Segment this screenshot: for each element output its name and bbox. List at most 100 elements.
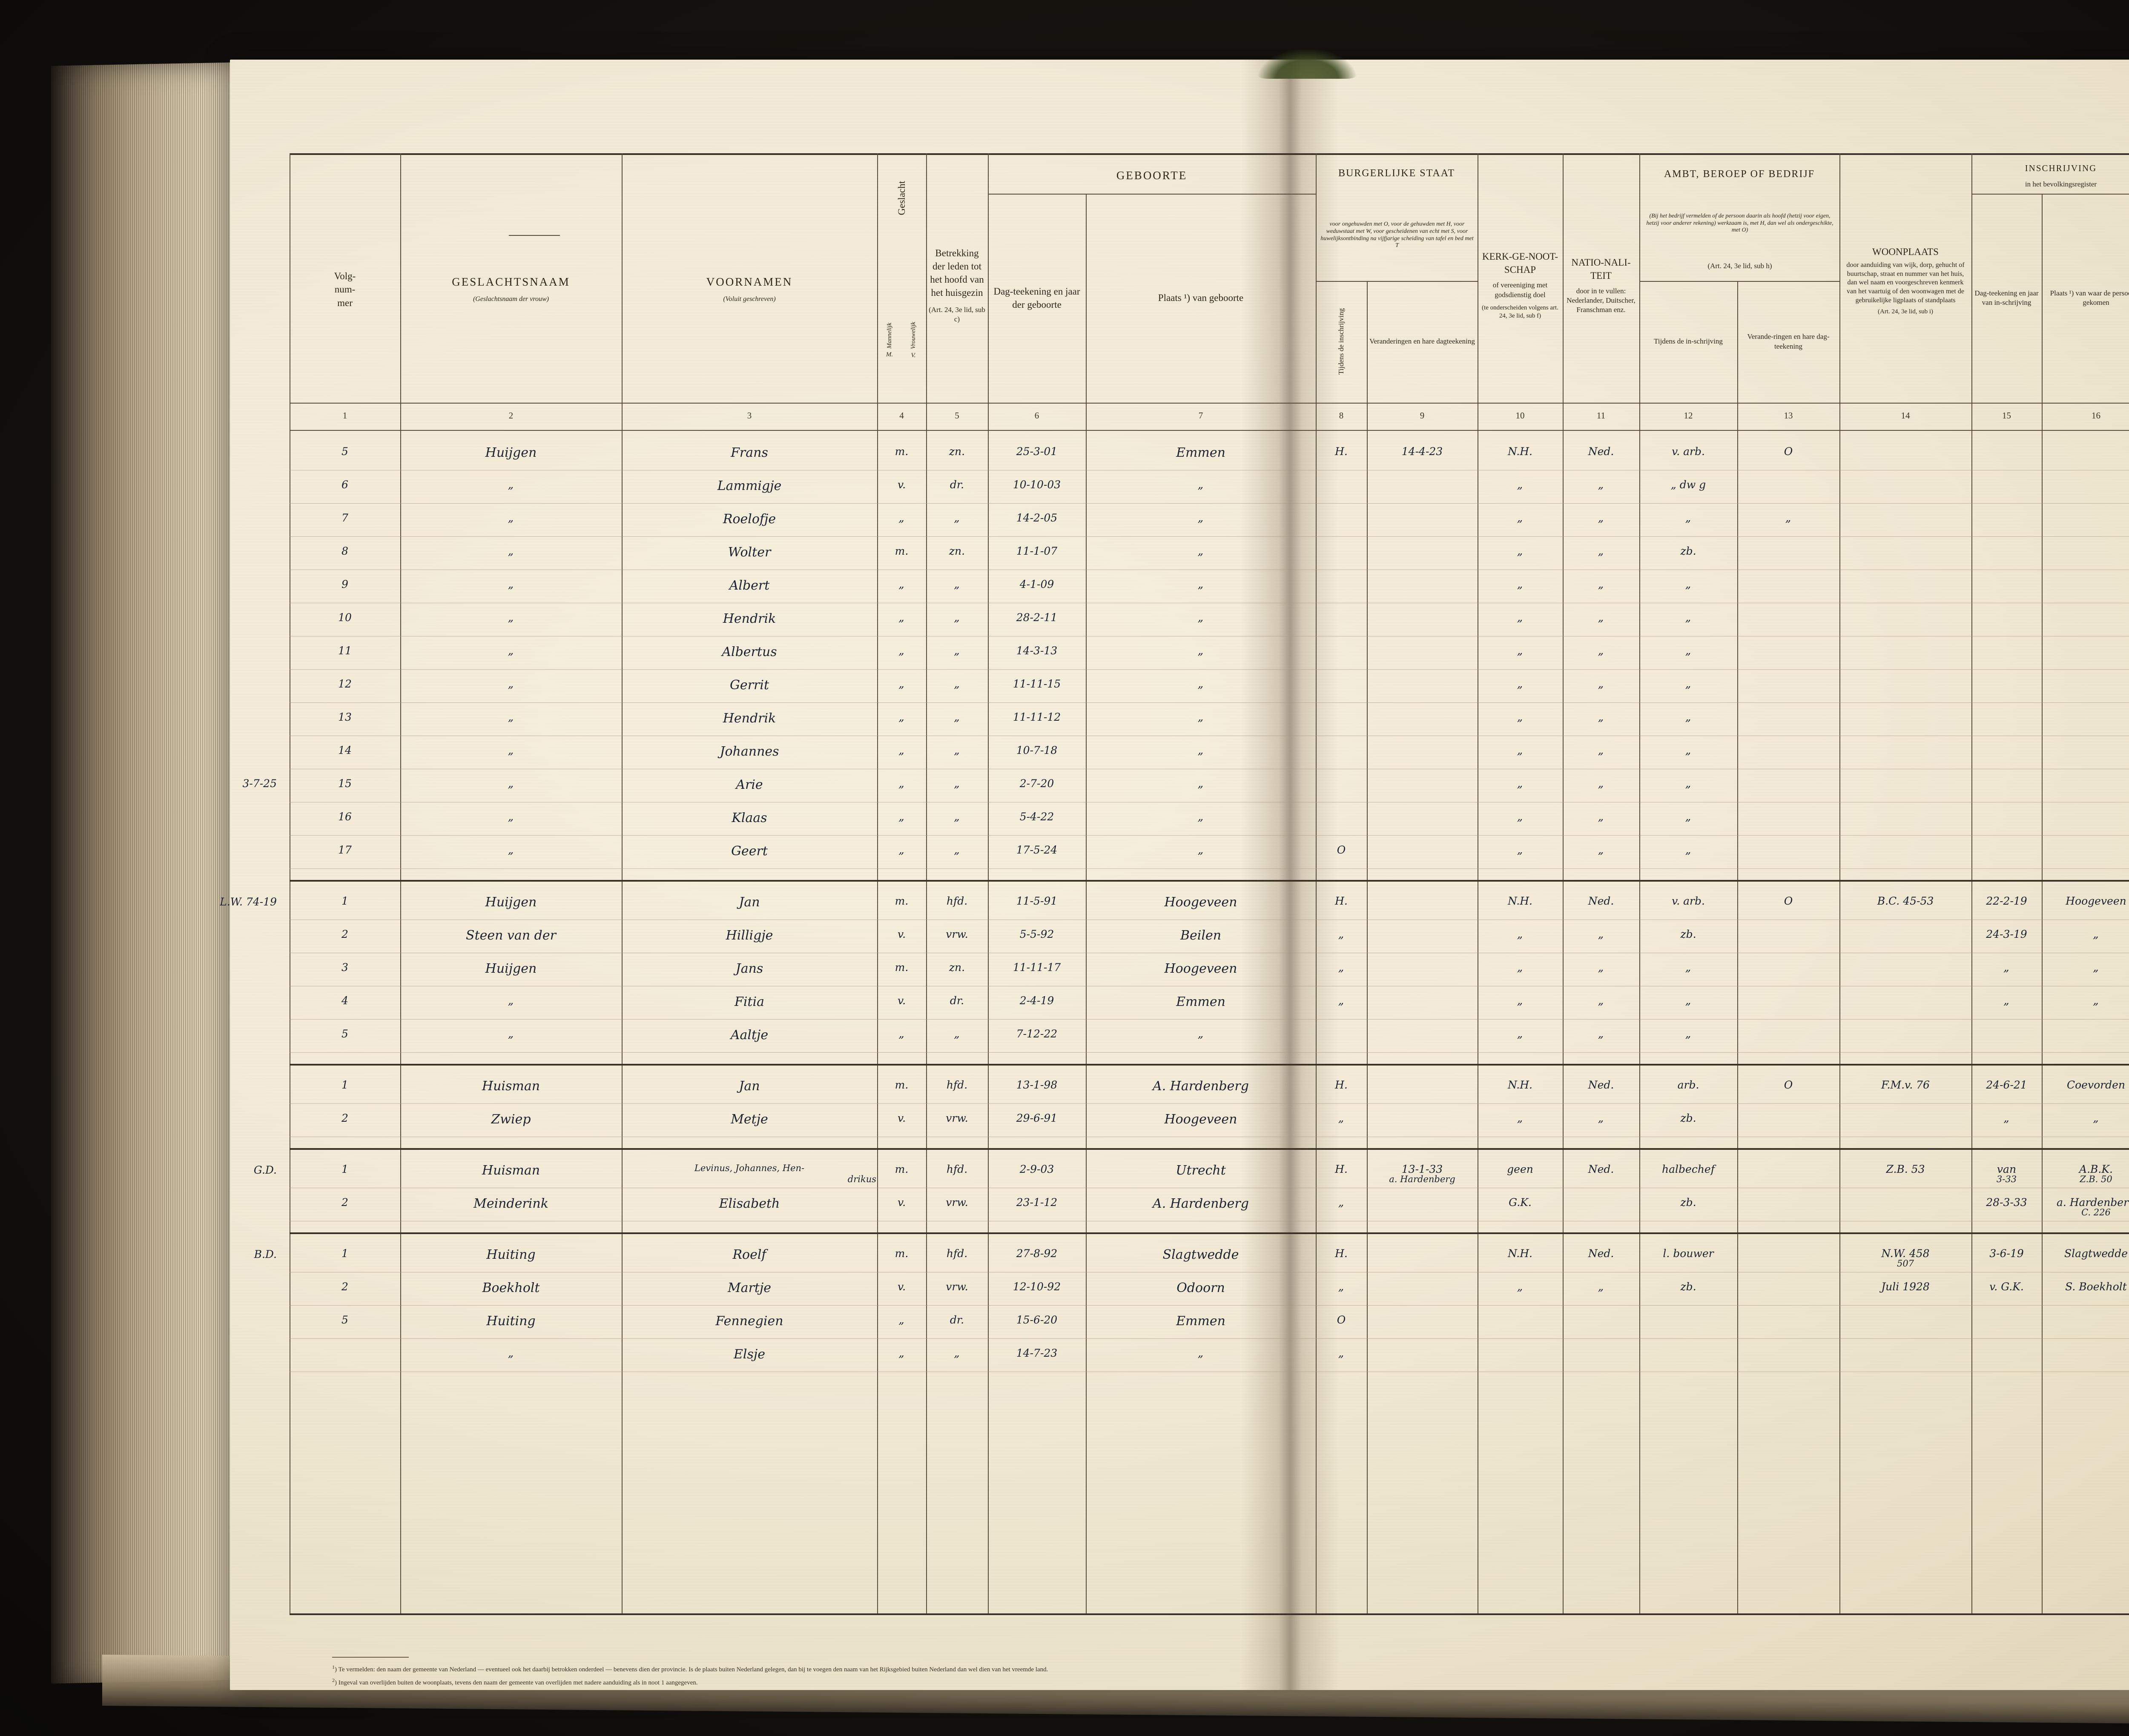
cell-bp: A. Hardenberg	[1153, 1079, 1249, 1094]
cell-sur: „	[508, 844, 514, 857]
cell-sur: Zwiep	[491, 1112, 531, 1127]
rule-geslacht-under	[509, 235, 560, 236]
cell-ch: „	[1517, 1028, 1524, 1040]
cell-cv: „	[1338, 1347, 1345, 1360]
cell-bd: 10-7-18	[1016, 744, 1058, 756]
cell-rel: „	[954, 611, 960, 624]
cell-ch: N.H.	[1508, 1247, 1532, 1260]
colnum-13: 13	[1784, 410, 1793, 421]
cell-rel: „	[954, 1028, 960, 1040]
header-group-inschrijving: INSCHRIJVING	[2025, 163, 2097, 174]
cell-rel: „	[954, 744, 960, 757]
cell-sex: m.	[895, 445, 909, 458]
cell-rel: „	[954, 578, 960, 591]
cell-rel: „	[954, 1347, 960, 1360]
header-col-4-female: Vrouwelijk V.	[910, 321, 917, 359]
cell-cv: „	[1338, 994, 1345, 1007]
cell-cv: „	[1338, 961, 1345, 974]
cell-cv: O	[1337, 844, 1346, 856]
cell-no: 4	[341, 994, 348, 1007]
cell-nat: „	[1598, 512, 1604, 524]
footnote-1: Te vermelden: den naam der gemeente van …	[338, 1666, 1048, 1673]
header-burgerlijke-note: voor ongehuwden met O, voor de gehuwden …	[1320, 221, 1474, 249]
cell-giv: Martje	[727, 1281, 772, 1295]
row-rule	[290, 1019, 2129, 1020]
cell-bd: 13-1-98	[1016, 1079, 1058, 1091]
cell-sex: „	[898, 711, 905, 724]
cell-job: „	[1685, 844, 1692, 857]
cell-bd: 7-12-22	[1016, 1028, 1058, 1040]
header-col-14: WOONPLAATS door aanduiding van wijk, dor…	[1846, 246, 1965, 315]
cell-cvc: 14-4-23	[1401, 445, 1443, 458]
header-col-4-title: Geslacht	[896, 180, 907, 215]
cell-addr: Juli 1928	[1881, 1281, 1930, 1293]
cell-inp: Slagtwedde	[2064, 1247, 2128, 1260]
cell-addr: Z.B. 53	[1886, 1163, 1925, 1175]
cell-bd: 2-9-03	[1019, 1163, 1054, 1175]
cell-bd: 25-3-01	[1016, 445, 1058, 458]
cell-nat: Ned.	[1588, 1079, 1614, 1091]
cell-sex: „	[898, 744, 905, 757]
row-rule	[290, 536, 2129, 537]
cell-job: „	[1685, 777, 1692, 790]
cell-giv: Jan	[739, 895, 760, 910]
rule-v-10	[1563, 153, 1564, 1613]
cell-sur: „	[508, 1347, 514, 1360]
cell-no: 3	[341, 961, 348, 974]
cell-sex: v.	[897, 994, 906, 1007]
cell-nat: Ned.	[1588, 1247, 1614, 1260]
row-rule	[290, 868, 2129, 869]
cell-job: arb.	[1677, 1079, 1699, 1091]
rule-v-13	[1839, 153, 1840, 1613]
cell-no: 1	[341, 1079, 348, 1091]
cell-cv: H.	[1335, 445, 1348, 458]
cell-giv: Jans	[735, 961, 763, 976]
cell-no: 10	[338, 611, 352, 624]
cell-ch: „	[1517, 711, 1524, 724]
header-col-16: Plaats ¹) van waar de persoon is gekomen	[2050, 289, 2129, 307]
cell-sex: „	[898, 811, 905, 823]
cell-bp: Utrecht	[1176, 1163, 1226, 1178]
cell-ch: N.H.	[1508, 445, 1532, 458]
cell-job: „	[1685, 512, 1692, 524]
cell-giv: Hilligje	[726, 928, 773, 943]
cell-giv: Frans	[731, 445, 768, 460]
cell-nat: „	[1598, 1112, 1604, 1125]
cell-nat: „	[1598, 844, 1604, 857]
cell-addr: 507	[1897, 1258, 1914, 1269]
cell-bd: 28-2-11	[1016, 611, 1058, 624]
footnotes-block: 1) Te vermelden: den naam der gemeente v…	[332, 1664, 1048, 1686]
cell-bp: Hoogeveen	[1164, 1112, 1237, 1127]
cell-inp: „	[2093, 961, 2099, 974]
cell-nat: Ned.	[1588, 895, 1614, 907]
cell-giv: Elsje	[734, 1347, 765, 1362]
cell-bp: Odoorn	[1176, 1281, 1225, 1295]
cell-cv: „	[1338, 1112, 1345, 1125]
cell-rel: „	[954, 811, 960, 823]
rule-v-1	[400, 153, 401, 1613]
cell-ch: „	[1517, 478, 1524, 491]
cell-sur: Steen van der	[466, 928, 556, 943]
cell-rel: dr.	[950, 478, 964, 491]
cell-rel: vrw.	[946, 1196, 968, 1209]
cell-job: „	[1685, 1028, 1692, 1040]
header-col-11: NATIO-NALI-TEIT door in te vullen: Neder…	[1567, 257, 1635, 314]
cell-nat: „	[1598, 545, 1604, 558]
cell-inp: „	[2093, 1112, 2099, 1125]
cell-addr: N.W. 458	[1881, 1247, 1930, 1260]
colnum-8: 8	[1339, 410, 1344, 421]
header-col-4-male: Mannelijk M.	[886, 322, 893, 358]
cell-no: 7	[341, 512, 348, 524]
cell-job: zb.	[1680, 1281, 1696, 1293]
cell-cv: H.	[1335, 1247, 1348, 1260]
cell-sex: v.	[897, 1281, 906, 1293]
household-divider	[290, 1148, 2129, 1150]
cell-rel: vrw.	[946, 928, 968, 940]
cell-sur: „	[508, 545, 514, 558]
cell-no: 11	[338, 645, 352, 657]
cell-inp: a. Hardenberg	[2056, 1196, 2129, 1209]
cell-inp: C. 226	[2081, 1207, 2111, 1217]
colnum-16: 16	[2092, 410, 2100, 421]
cell-sex: „	[898, 844, 905, 857]
colnum-9: 9	[1420, 410, 1425, 421]
